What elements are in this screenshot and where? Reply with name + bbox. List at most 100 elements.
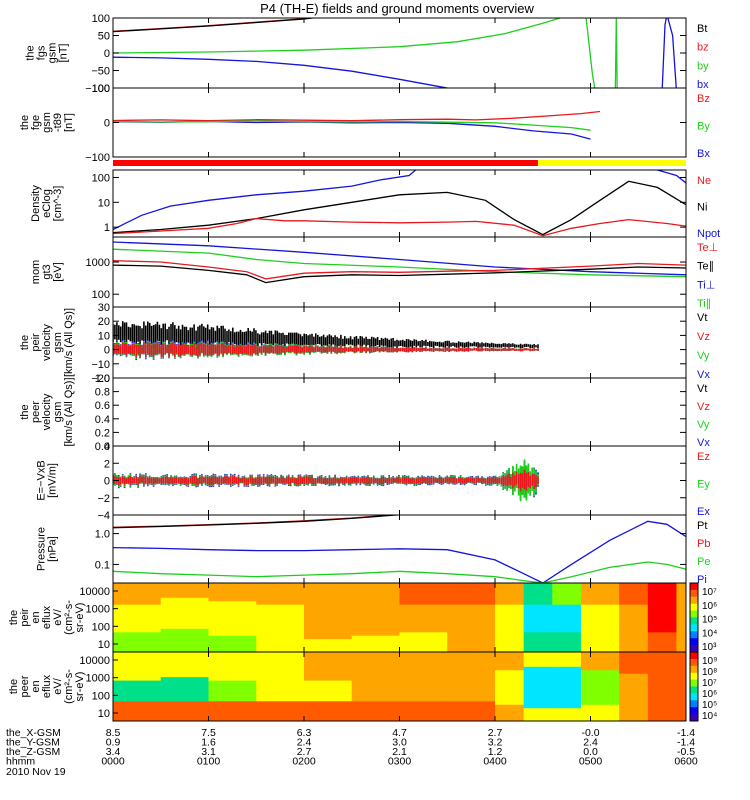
heatmap-cell	[619, 652, 649, 674]
heatmap-cell	[523, 665, 554, 709]
legend-entry: Ne	[697, 175, 711, 187]
y-tick-label: 100	[92, 690, 110, 702]
panel-8: Pressure[nPa] 1.0 0.1 Pt Pb Pe Pi	[36, 514, 710, 586]
colorbar-label: 10⁸	[702, 667, 717, 678]
y-axis-label-line: gt3	[41, 264, 53, 279]
heatmap-cell	[160, 627, 210, 652]
ephemeris-value: 6.3	[297, 727, 312, 739]
plot-area	[113, 459, 539, 502]
colorbar-segment	[690, 638, 698, 646]
y-tick-label: −100	[85, 152, 110, 164]
colorbar-segment	[690, 672, 698, 681]
colorbar-label: 10⁶	[702, 601, 717, 612]
series-Ne	[113, 217, 686, 237]
heatmap-cell	[580, 669, 621, 705]
heatmap-cell	[304, 652, 353, 681]
legend-entry: Vy	[697, 350, 710, 362]
y-tick-label: −10	[91, 359, 110, 371]
y-axis-label-line: [km/s (All Qs)]	[63, 377, 75, 446]
y-axis-label-line: [cm^-3]	[52, 186, 64, 222]
colorbar-segment	[690, 658, 698, 667]
panel-7: E=−VxB[mV/m] 4 2 0 −2 −4 Ez Ey Ex	[36, 441, 711, 522]
heatmap-cell	[447, 583, 496, 605]
y-tick-label: −20	[91, 373, 110, 385]
ephemeris-value: 1.6	[201, 737, 216, 749]
y-axis-label-line: peir	[19, 608, 31, 627]
ephemeris-value: 2.1	[392, 746, 407, 758]
y-axis-label-line: gsm	[52, 332, 64, 353]
heatmap-cell	[160, 583, 210, 598]
legend-entry: Bt	[697, 23, 707, 35]
y-tick-label: 1000	[86, 604, 110, 616]
y-tick-label: 10	[98, 330, 110, 342]
heatmap-cell	[647, 652, 678, 674]
panel-1: thefgsgsm[nT] 100 50 0 −50 −100 Bt bz by bx	[25, 13, 710, 95]
colorbar-segment	[690, 583, 698, 591]
heatmap-cell	[447, 700, 496, 721]
colorbar-label: 10⁵	[702, 615, 717, 626]
y-axis-label-line: eflux	[41, 674, 53, 698]
panel-frame	[112, 169, 687, 238]
y-tick-label: 100	[92, 172, 110, 184]
y-axis-label-line: [nT]	[63, 113, 75, 132]
y-tick-label: 10000	[79, 586, 110, 598]
ephemeris-row-label: the_X-GSM	[6, 727, 61, 739]
legend-entry: Npot	[697, 228, 720, 240]
y-axis-label-line: fgs	[36, 45, 48, 60]
status-bar-segment	[537, 160, 686, 166]
colorbar-segment	[690, 624, 698, 632]
heatmap-cell	[113, 583, 162, 605]
heatmap-cell	[208, 679, 258, 702]
heatmap-cell	[351, 700, 401, 721]
heatmap-cell	[256, 679, 305, 702]
colorbar-label: 10⁷	[702, 678, 717, 689]
y-axis-label: thefgsgsm[nT]	[25, 43, 70, 64]
y-axis-label-line: mom	[30, 260, 42, 284]
ephemeris-value: 2.4	[583, 737, 598, 749]
ephemeris-row-label: the_Z-GSM	[6, 746, 60, 758]
colorbar-label: 10⁷	[702, 587, 717, 598]
ephemeris-value: 0300	[388, 756, 412, 768]
heatmap-cell	[256, 652, 305, 681]
legend-entry: Pb	[697, 538, 710, 550]
panel-4: momgt3[eV] 1000 100 Te⊥ Te∥ Ti⊥ Ti∥	[30, 236, 718, 310]
heatmap-cell	[580, 652, 621, 671]
heatmap-cell	[676, 631, 686, 652]
legend-entry: bz	[697, 42, 709, 54]
legend-entry: Ey	[697, 479, 710, 491]
y-axis-label-line: [mV/m]	[47, 463, 59, 498]
ephemeris-value: 8.5	[106, 727, 121, 739]
legend-entry: Ez	[697, 451, 710, 463]
heatmap-cell	[647, 672, 678, 702]
y-axis-label-line: [nT]	[58, 44, 70, 63]
series-Ti⊥	[113, 241, 686, 276]
legend-entry: Vt	[697, 312, 707, 324]
series-Pi	[113, 520, 686, 583]
heatmap-cell	[399, 583, 449, 605]
y-tick-label: 100	[92, 621, 110, 633]
y-tick-label: 10000	[79, 655, 110, 667]
y-tick-label: 1.0	[95, 373, 110, 385]
panel-frame	[112, 377, 687, 447]
heatmap-cell	[351, 610, 401, 636]
y-tick-label: 0.0	[95, 441, 110, 453]
heatmap-cell	[399, 700, 449, 721]
heatmap-cell	[552, 603, 582, 633]
y-tick-label: 2	[104, 458, 110, 470]
heatmap-cell	[552, 631, 582, 652]
legend-entry: Bx	[697, 148, 710, 160]
series-By	[113, 120, 591, 131]
y-axis-label-line: the	[8, 610, 20, 625]
legend-entry: Vy	[697, 419, 710, 431]
ephemeris-value: 3.2	[488, 737, 503, 749]
y-tick-label: 20	[98, 316, 110, 328]
heatmap-cell	[399, 652, 449, 681]
legend-entry: Te⊥	[697, 242, 718, 254]
legend-entry: Ti⊥	[697, 279, 715, 291]
y-tick-label: 100	[92, 83, 110, 95]
heatmap-cell	[495, 583, 525, 605]
ephemeris-value: -0.0	[581, 727, 599, 739]
y-axis-label-line: -t89	[52, 113, 64, 132]
series-Vt	[113, 321, 539, 349]
ephemeris-value: 2.4	[297, 737, 312, 749]
